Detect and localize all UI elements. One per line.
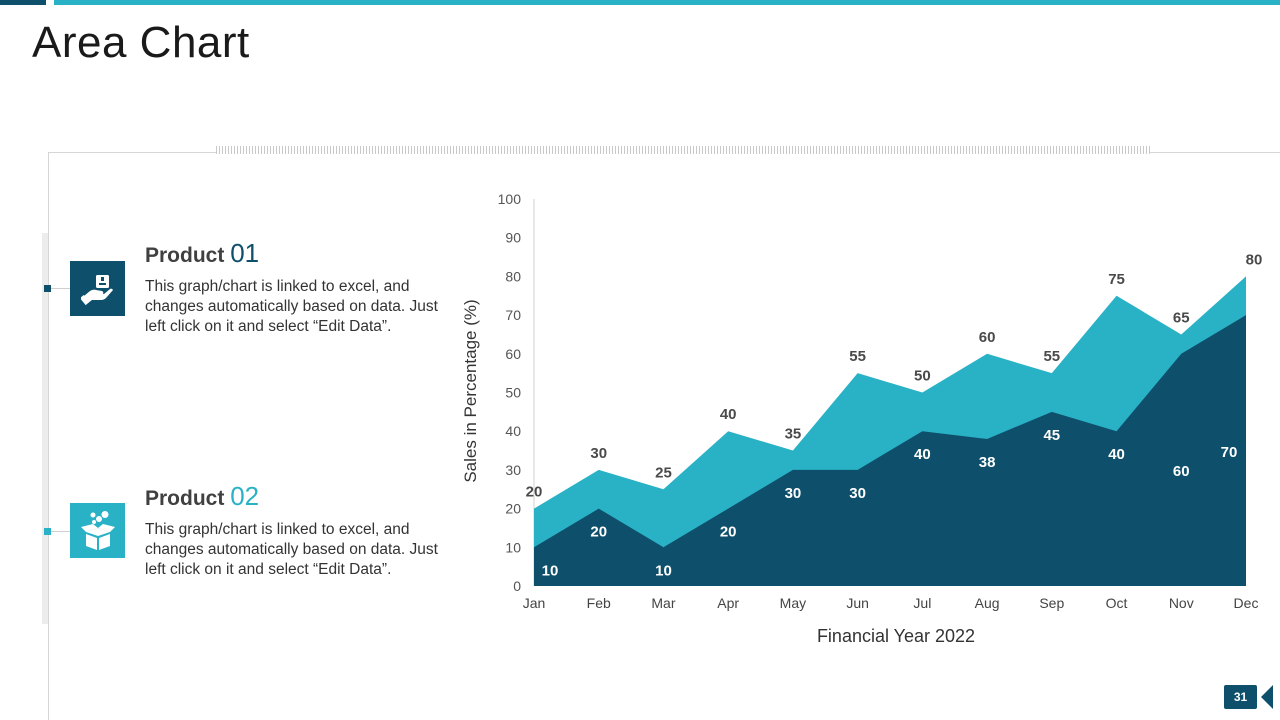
top-accent-bar-light (54, 0, 1280, 5)
page-number: 31 (1224, 685, 1257, 709)
data-label-series-1: 60 (979, 329, 996, 346)
x-tick-label: Sep (1039, 595, 1064, 611)
x-tick-label: Jun (846, 595, 869, 611)
y-tick-label: 0 (513, 578, 521, 594)
y-tick-label: 60 (505, 346, 521, 362)
x-tick-label: Jan (523, 595, 546, 611)
data-label-series-1: 55 (1043, 348, 1060, 365)
data-label-series-1: 50 (914, 368, 931, 385)
x-tick-label: Feb (587, 595, 611, 611)
top-accent-bar-dark (0, 0, 46, 5)
x-axis-label: Financial Year 2022 (817, 626, 975, 646)
data-label-series-2: 10 (655, 562, 672, 579)
area-series-2 (534, 315, 1246, 586)
data-label-series-1: 55 (849, 348, 866, 365)
x-tick-label: Mar (651, 595, 675, 611)
x-tick-label: May (780, 595, 806, 611)
y-tick-label: 10 (505, 539, 521, 555)
data-label-series-2: 20 (590, 524, 607, 541)
timeline-dot-product-02 (44, 528, 51, 535)
x-tick-label: Dec (1234, 595, 1259, 611)
x-tick-label: Jul (913, 595, 931, 611)
y-tick-label: 100 (498, 191, 522, 207)
product-01-description: This graph/chart is linked to excel, and… (145, 278, 438, 335)
y-tick-label: 50 (505, 385, 521, 401)
product-02-title-text: Product (145, 487, 225, 510)
product-01-number: 01 (230, 238, 260, 268)
timeline-connector-product-02 (51, 531, 70, 532)
timeline-bar (42, 233, 48, 624)
product-01-title: Product 01 (145, 238, 259, 269)
data-label-series-2: 38 (979, 454, 996, 471)
data-label-series-1: 80 (1246, 251, 1263, 268)
product-02-description: This graph/chart is linked to excel, and… (145, 521, 438, 578)
data-label-series-2: 10 (542, 562, 559, 579)
data-label-series-1: 65 (1173, 309, 1190, 326)
page-number-arrow-icon (1261, 685, 1273, 709)
content-frame-left-border (48, 152, 49, 720)
y-tick-label: 20 (505, 501, 521, 517)
x-tick-label: Aug (975, 595, 1000, 611)
data-label-series-2: 30 (849, 485, 866, 502)
y-axis-label: Sales in Percentage (%) (461, 299, 480, 482)
hand-box-icon (70, 261, 125, 316)
y-tick-label: 70 (505, 307, 521, 323)
data-label-series-2: 20 (720, 524, 737, 541)
x-tick-label: Apr (717, 595, 739, 611)
data-label-series-2: 60 (1173, 463, 1190, 480)
decorative-dashed-strip (216, 146, 1150, 154)
open-box-icon (70, 503, 125, 558)
data-label-series-2: 40 (1108, 446, 1125, 463)
timeline-dot-product-01 (44, 285, 51, 292)
data-label-series-1: 35 (785, 426, 802, 443)
data-label-series-2: 40 (914, 446, 931, 463)
y-tick-label: 40 (505, 423, 521, 439)
x-tick-label: Nov (1169, 595, 1194, 611)
y-tick-label: 30 (505, 462, 521, 478)
data-label-series-1: 30 (590, 445, 607, 462)
product-02-number: 02 (230, 481, 260, 511)
product-01-title-text: Product (145, 244, 225, 267)
product-02-title: Product 02 (145, 481, 259, 512)
timeline-connector-product-01 (51, 288, 70, 289)
data-label-series-1: 40 (720, 406, 737, 423)
data-label-series-2: 30 (785, 485, 802, 502)
y-tick-label: 80 (505, 268, 521, 284)
y-tick-label: 90 (505, 230, 521, 246)
data-label-series-2: 70 (1221, 444, 1238, 461)
data-label-series-1: 20 (526, 484, 543, 501)
data-label-series-1: 25 (655, 464, 672, 481)
page-title: Area Chart (32, 18, 250, 67)
data-label-series-2: 45 (1043, 427, 1060, 444)
data-label-series-1: 75 (1108, 271, 1125, 288)
x-tick-label: Oct (1106, 595, 1128, 611)
